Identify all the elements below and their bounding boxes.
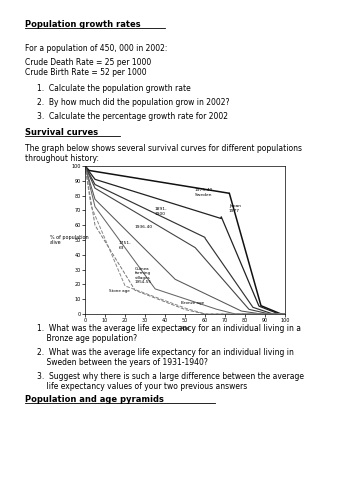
- Text: 1975-40
Sweden: 1975-40 Sweden: [195, 188, 213, 197]
- Text: Survival curves: Survival curves: [25, 128, 98, 137]
- Text: Population and age pyramids: Population and age pyramids: [25, 395, 164, 404]
- Text: 1891-
1900: 1891- 1900: [155, 208, 168, 216]
- Text: 3.  Suggest why there is such a large difference between the average: 3. Suggest why there is such a large dif…: [37, 372, 304, 381]
- Text: Bronze age: Bronze age: [181, 300, 204, 304]
- Text: 1.  What was the average life expectancy for an individual living in a: 1. What was the average life expectancy …: [37, 324, 301, 333]
- Text: Japan
1977: Japan 1977: [229, 204, 241, 213]
- X-axis label: Age: Age: [180, 326, 190, 331]
- Text: Bronze age population?: Bronze age population?: [37, 334, 137, 343]
- Text: Sweden between the years of 1931-1940?: Sweden between the years of 1931-1940?: [37, 358, 208, 367]
- Text: 2.  By how much did the population grow in 2002?: 2. By how much did the population grow i…: [37, 98, 229, 107]
- Text: 1751-
63: 1751- 63: [119, 242, 132, 250]
- Text: Stone age: Stone age: [109, 289, 130, 293]
- Text: throughout history:: throughout history:: [25, 154, 99, 163]
- Text: 2.  What was the average life expectancy for an individual living in: 2. What was the average life expectancy …: [37, 348, 294, 357]
- Text: 1936-40: 1936-40: [135, 225, 153, 229]
- Text: Crude Death Rate = 25 per 1000: Crude Death Rate = 25 per 1000: [25, 58, 151, 67]
- Text: For a population of 450, 000 in 2002:: For a population of 450, 000 in 2002:: [25, 44, 167, 53]
- Text: 3.  Calculate the percentage growth rate for 2002: 3. Calculate the percentage growth rate …: [37, 112, 228, 121]
- Text: Guinea
farming
villages
1954-55: Guinea farming villages 1954-55: [135, 266, 152, 284]
- Text: life expectancy values of your two previous answers: life expectancy values of your two previ…: [37, 382, 247, 391]
- Text: The graph below shows several survival curves for different populations: The graph below shows several survival c…: [25, 144, 302, 153]
- Text: Population growth rates: Population growth rates: [25, 20, 141, 29]
- Text: Crude Birth Rate = 52 per 1000: Crude Birth Rate = 52 per 1000: [25, 68, 147, 77]
- Text: % of population
alive: % of population alive: [50, 234, 88, 246]
- Text: 1.  Calculate the population growth rate: 1. Calculate the population growth rate: [37, 84, 191, 93]
